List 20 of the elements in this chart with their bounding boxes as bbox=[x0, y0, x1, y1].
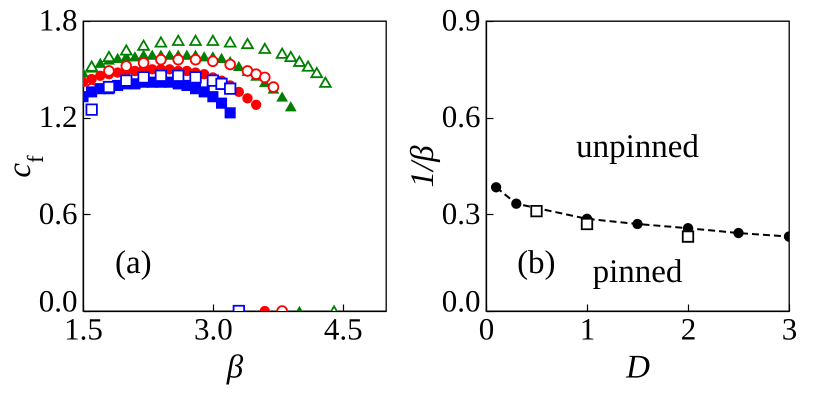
x-tick-label: 4.5 bbox=[324, 312, 363, 346]
annotation: unpinned bbox=[576, 129, 700, 166]
y-tick-label: 0.0 bbox=[442, 284, 480, 318]
x-axis-title: β bbox=[226, 350, 244, 386]
y-tick-label: 1.8 bbox=[38, 2, 78, 38]
x-tick-label: 3 bbox=[782, 312, 798, 346]
x-tick-label: 2 bbox=[680, 312, 696, 346]
y-tick-label: 0.6 bbox=[38, 196, 78, 231]
y-tick-label: 0.3 bbox=[442, 196, 480, 231]
y-axis-title: 1/β bbox=[404, 144, 441, 188]
annotation: (b) bbox=[517, 244, 556, 281]
x-tick-label: 3.0 bbox=[194, 312, 233, 346]
y-tick-label: 0.9 bbox=[442, 2, 480, 38]
x-axis-title: D bbox=[625, 350, 650, 386]
x-tick-label: 0 bbox=[478, 312, 494, 346]
annotation: (a) bbox=[114, 245, 152, 282]
x-tick-label: 1 bbox=[580, 312, 596, 346]
y-tick-label: 0.6 bbox=[442, 99, 480, 134]
annotation: pinned bbox=[592, 254, 683, 290]
y-tick-label: 1.2 bbox=[38, 99, 78, 134]
